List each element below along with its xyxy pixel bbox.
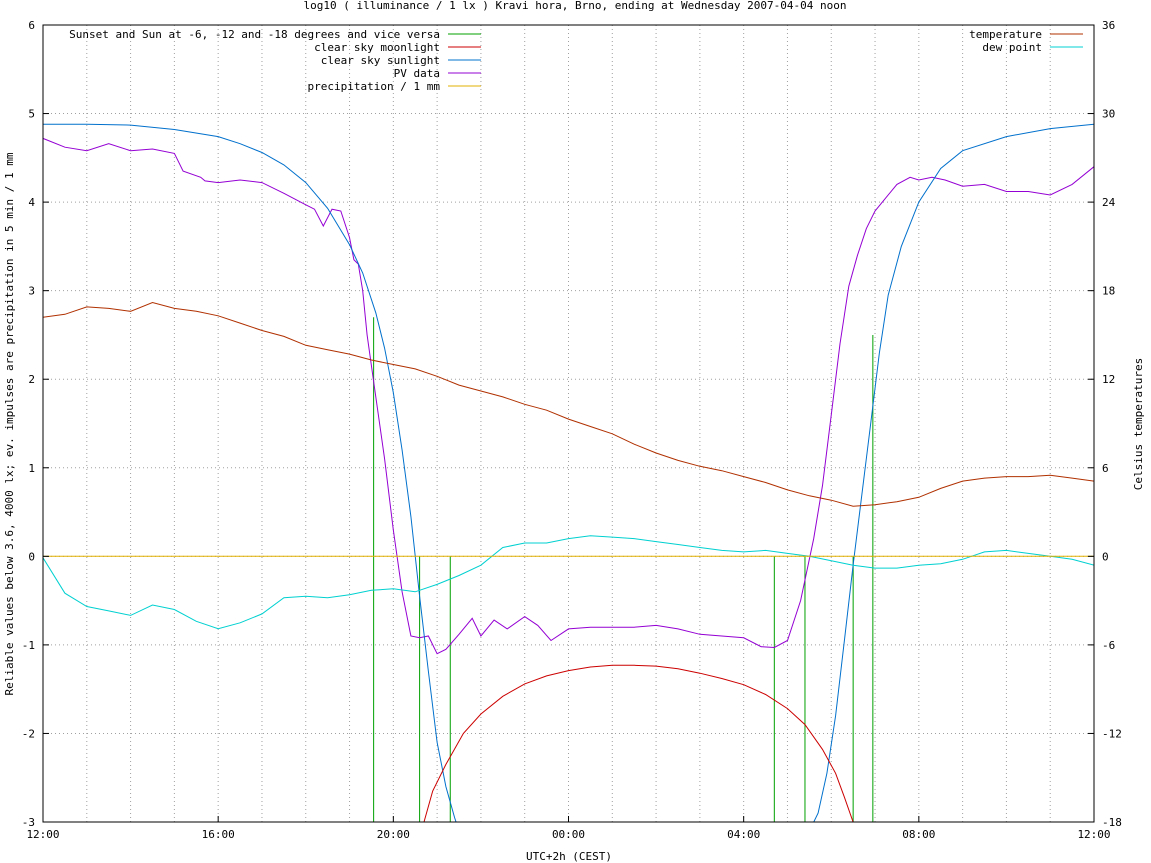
- legend-label: clear sky moonlight: [314, 41, 440, 54]
- legend-label: Sunset and Sun at -6, -12 and -18 degree…: [69, 28, 440, 41]
- x-tick-label: 16:00: [202, 828, 235, 841]
- x-tick-label: 04:00: [727, 828, 760, 841]
- chart-title: log10 ( illuminance / 1 lx ) Kravi hora,…: [303, 0, 846, 12]
- y-tick-label: 2: [28, 373, 35, 386]
- series-line-temperature: [43, 301, 1094, 507]
- plot-area: [43, 123, 1094, 822]
- y-axis-label: Reliable values below 3.6, 4000 lx; ev. …: [3, 152, 16, 695]
- y2-tick-label: -6: [1102, 639, 1115, 652]
- y2-tick-label: 24: [1102, 196, 1116, 209]
- y-tick-label: 6: [28, 19, 35, 32]
- y-tick-label: -2: [22, 727, 35, 740]
- legend-label: dew point: [982, 41, 1042, 54]
- y2-tick-label: 0: [1102, 550, 1109, 563]
- y2-tick-label: -18: [1102, 816, 1122, 829]
- y-tick-label: 0: [28, 550, 35, 563]
- y-tick-label: 4: [28, 196, 35, 209]
- legend-label: PV data: [394, 67, 440, 80]
- x-tick-label: 20:00: [377, 828, 410, 841]
- x-tick-label: 12:00: [1077, 828, 1110, 841]
- y2-tick-label: 18: [1102, 285, 1115, 298]
- legend-label: clear sky sunlight: [321, 54, 440, 67]
- y-tick-label: -1: [22, 639, 35, 652]
- legend-label: temperature: [969, 28, 1042, 41]
- axis-ticks: 12:00 16:00 20:00 00:00 04:00 08:00 12:00-3-2-…: [22, 19, 1122, 841]
- grid: [43, 25, 1094, 822]
- series-line-pv-data: [43, 137, 1094, 655]
- y2-axis-label: Celsius temperatures: [1132, 358, 1145, 490]
- x-axis-label: UTC+2h (CEST): [526, 850, 612, 863]
- y2-tick-label: 12: [1102, 373, 1115, 386]
- y2-tick-label: 36: [1102, 19, 1115, 32]
- y2-tick-label: 6: [1102, 462, 1109, 475]
- series-line-clear-sky-moonlight: [423, 664, 854, 822]
- x-tick-label: 00:00: [552, 828, 585, 841]
- series-line-clear-sky-sunlight: [43, 123, 1094, 822]
- y-tick-label: 3: [28, 285, 35, 298]
- x-tick-label: 08:00: [902, 828, 935, 841]
- y2-tick-label: 30: [1102, 108, 1115, 121]
- y-tick-label: 1: [28, 462, 35, 475]
- legend: Sunset and Sun at -6, -12 and -18 degree…: [69, 28, 1083, 93]
- y-tick-label: -3: [22, 816, 35, 829]
- x-tick-label: 12:00: [26, 828, 59, 841]
- y2-tick-label: -12: [1102, 727, 1122, 740]
- y-tick-label: 5: [28, 108, 35, 121]
- series-line-dew-point: [43, 535, 1094, 630]
- legend-label: precipitation / 1 mm: [308, 80, 441, 93]
